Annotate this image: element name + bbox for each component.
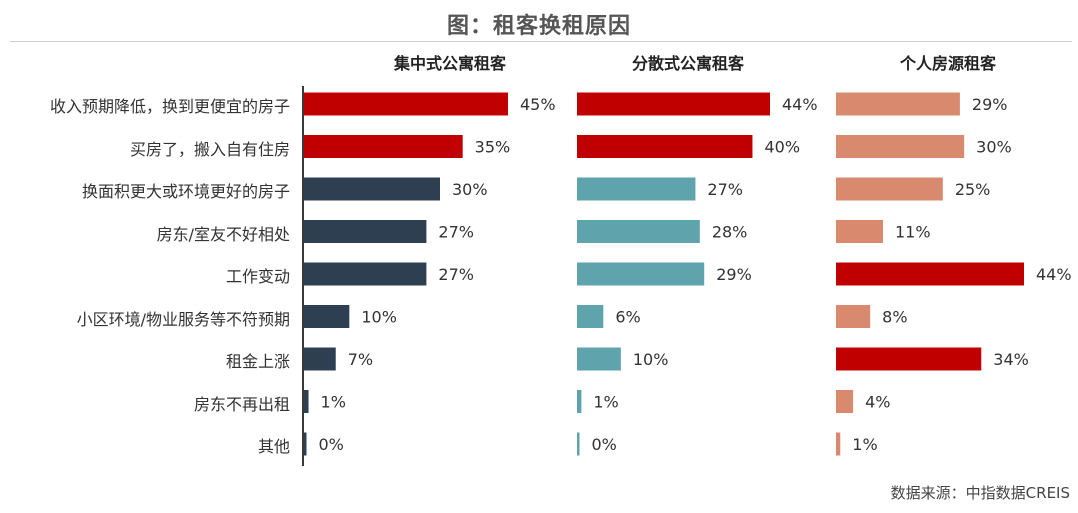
data-label: 28% [712, 223, 748, 242]
data-label: 27% [438, 265, 474, 284]
data-label: 27% [707, 180, 743, 199]
bar [836, 305, 871, 328]
category-axis [302, 86, 304, 466]
category-label: 工作变动 [225, 267, 290, 286]
bar [577, 220, 700, 243]
category-label: 其他 [257, 437, 290, 456]
bar [577, 92, 770, 116]
bar [304, 135, 463, 158]
data-label: 29% [716, 265, 752, 284]
data-label: 1% [852, 435, 877, 454]
chart-title: 图：租客换租原因 [446, 14, 631, 39]
bar [577, 305, 604, 328]
bar [304, 390, 309, 413]
category-label: 换面积更大或环境更好的房子 [81, 182, 290, 201]
data-label: 45% [520, 95, 556, 114]
data-label: 1% [593, 393, 618, 412]
bar [577, 390, 582, 413]
bar [836, 262, 1024, 286]
category-label: 买房了，搬入自有住房 [129, 139, 290, 159]
data-label: 4% [865, 393, 890, 412]
bar [577, 135, 753, 158]
category-labels: 收入预期降低，换到更便宜的房子买房了，搬入自有住房换面积更大或环境更好的房子房东… [0, 0, 290, 513]
data-label: 10% [361, 308, 397, 327]
data-label: 30% [976, 138, 1012, 157]
category-label: 房东不再出租 [193, 394, 290, 414]
data-label: 30% [452, 180, 488, 199]
data-label: 0% [592, 435, 617, 454]
bar [836, 220, 883, 243]
bar [304, 347, 336, 371]
bar [836, 432, 841, 456]
bar [304, 305, 350, 328]
bar [836, 390, 854, 413]
data-label: 6% [615, 308, 640, 327]
bar [304, 92, 508, 116]
data-label: 35% [475, 138, 511, 157]
data-label: 29% [972, 95, 1008, 114]
data-label: 1% [321, 393, 346, 412]
category-label: 收入预期降低，换到更便宜的房子 [49, 97, 290, 116]
data-label: 40% [764, 138, 800, 157]
bar [836, 92, 960, 116]
bar [577, 177, 696, 201]
title-divider [10, 41, 1072, 42]
bar [304, 262, 427, 286]
data-label: 11% [895, 223, 931, 242]
data-label: 0% [319, 435, 344, 454]
bar [577, 347, 621, 371]
data-label: 44% [782, 95, 818, 114]
bar [304, 177, 440, 201]
panel-header-scattered: 分散式公寓租客 [631, 54, 744, 73]
data-label: 7% [348, 350, 373, 369]
data-label: 27% [438, 223, 474, 242]
panel-header-centralized: 集中式公寓租客 [393, 54, 506, 73]
bar [304, 220, 427, 243]
data-label: 10% [633, 350, 669, 369]
category-label: 小区环境/物业服务等不符预期 [76, 309, 290, 329]
bar [836, 135, 965, 158]
bar [836, 347, 982, 371]
bar [577, 432, 580, 456]
data-label: 34% [993, 350, 1029, 369]
bar [836, 177, 943, 201]
data-label: 8% [882, 308, 907, 327]
panel-header-individual: 个人房源租客 [899, 54, 996, 73]
source-note: 数据来源：中指数据CREIS [890, 484, 1070, 502]
bar [304, 432, 307, 456]
data-label: 25% [955, 180, 991, 199]
data-label: 44% [1036, 265, 1072, 284]
bar [577, 262, 705, 286]
category-label: 租金上涨 [225, 352, 290, 371]
category-label: 房东/室友不好相处 [156, 224, 290, 244]
